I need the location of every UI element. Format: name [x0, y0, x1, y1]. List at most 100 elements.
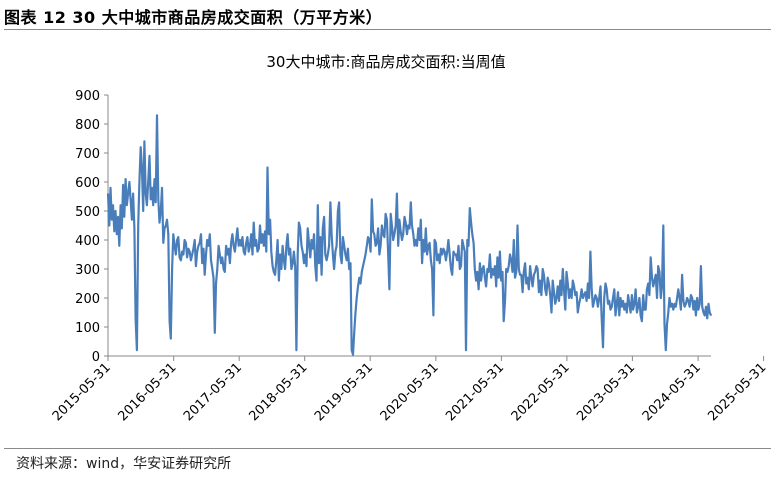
data-point [495, 285, 497, 287]
data-point [555, 297, 558, 299]
data-point [706, 317, 708, 319]
data-point [486, 268, 488, 270]
data-point [189, 251, 191, 253]
data-point [248, 251, 250, 253]
data-point [524, 262, 526, 264]
data-point [444, 251, 446, 253]
data-point [447, 239, 449, 241]
data-point [348, 268, 350, 270]
data-point [341, 262, 343, 264]
data-point [299, 227, 301, 229]
data-point [661, 285, 663, 287]
data-point [293, 251, 295, 253]
data-point [455, 253, 457, 256]
data-point [118, 245, 120, 247]
data-point [363, 259, 365, 261]
data-point [256, 251, 259, 253]
data-point [142, 210, 144, 212]
x-tick-label: 2022-05-31 [509, 360, 573, 424]
data-point [302, 251, 304, 253]
data-point [548, 282, 550, 285]
data-point [196, 251, 198, 253]
data-point [305, 265, 308, 267]
data-point [508, 265, 510, 267]
data-point [530, 277, 533, 279]
data-point [577, 311, 579, 314]
data-point [535, 265, 538, 267]
data-point [425, 227, 427, 229]
data-point [207, 245, 210, 247]
data-point [312, 248, 314, 250]
data-point [321, 274, 323, 276]
data-point [382, 233, 384, 235]
data-point [484, 277, 486, 279]
data-point [651, 277, 653, 279]
data-point [630, 311, 632, 314]
data-point [197, 245, 199, 247]
data-point [648, 294, 651, 296]
data-point [681, 274, 683, 276]
data-point [343, 245, 345, 247]
data-point [145, 193, 147, 195]
data-point [587, 282, 589, 285]
data-point [478, 288, 480, 290]
data-point [351, 349, 353, 351]
figure-title: 图表 12 30 大中城市商品房成交面积（万平方米） [4, 8, 383, 27]
data-point [532, 285, 534, 287]
data-point [238, 245, 240, 247]
data-point [233, 245, 235, 247]
data-point [294, 265, 296, 267]
data-point [224, 271, 226, 273]
data-point [390, 213, 392, 215]
data-point [395, 224, 397, 227]
data-point [574, 294, 576, 296]
data-point [656, 297, 658, 299]
data-point [275, 259, 277, 261]
x-tick-label: 2024-05-31 [640, 360, 704, 424]
data-point [520, 274, 522, 276]
data-point [596, 297, 598, 299]
data-point [677, 288, 679, 290]
data-point [511, 271, 514, 273]
data-point [240, 245, 242, 247]
data-point [269, 219, 271, 221]
data-point [372, 230, 374, 232]
data-point [494, 265, 496, 267]
data-point [337, 210, 339, 212]
data-point [568, 297, 570, 299]
data-point [163, 227, 166, 229]
data-point [491, 268, 493, 270]
data-point [565, 271, 568, 273]
data-point [679, 297, 681, 299]
data-point [289, 248, 291, 250]
data-point [284, 268, 286, 270]
data-point [356, 297, 358, 299]
data-point [646, 288, 648, 290]
data-point [550, 311, 553, 314]
data-point [386, 219, 388, 221]
data-point [533, 274, 535, 276]
data-point [460, 265, 462, 267]
data-point [116, 233, 118, 235]
data-point [506, 271, 509, 273]
data-point [701, 306, 703, 308]
data-point [153, 178, 156, 180]
data-point [534, 271, 536, 273]
data-point [429, 242, 431, 244]
data-point [586, 300, 588, 302]
data-point [452, 251, 455, 253]
data-point [155, 201, 157, 203]
data-point [450, 268, 452, 270]
data-point [357, 285, 359, 287]
data-point [697, 309, 700, 311]
data-point [592, 306, 594, 308]
data-point [471, 233, 473, 235]
data-point [618, 314, 620, 316]
data-point [514, 277, 516, 279]
data-point [617, 291, 619, 293]
data-point [157, 198, 159, 200]
data-point [108, 224, 110, 227]
data-point [126, 204, 128, 206]
data-point [516, 224, 519, 227]
data-point [674, 303, 676, 305]
